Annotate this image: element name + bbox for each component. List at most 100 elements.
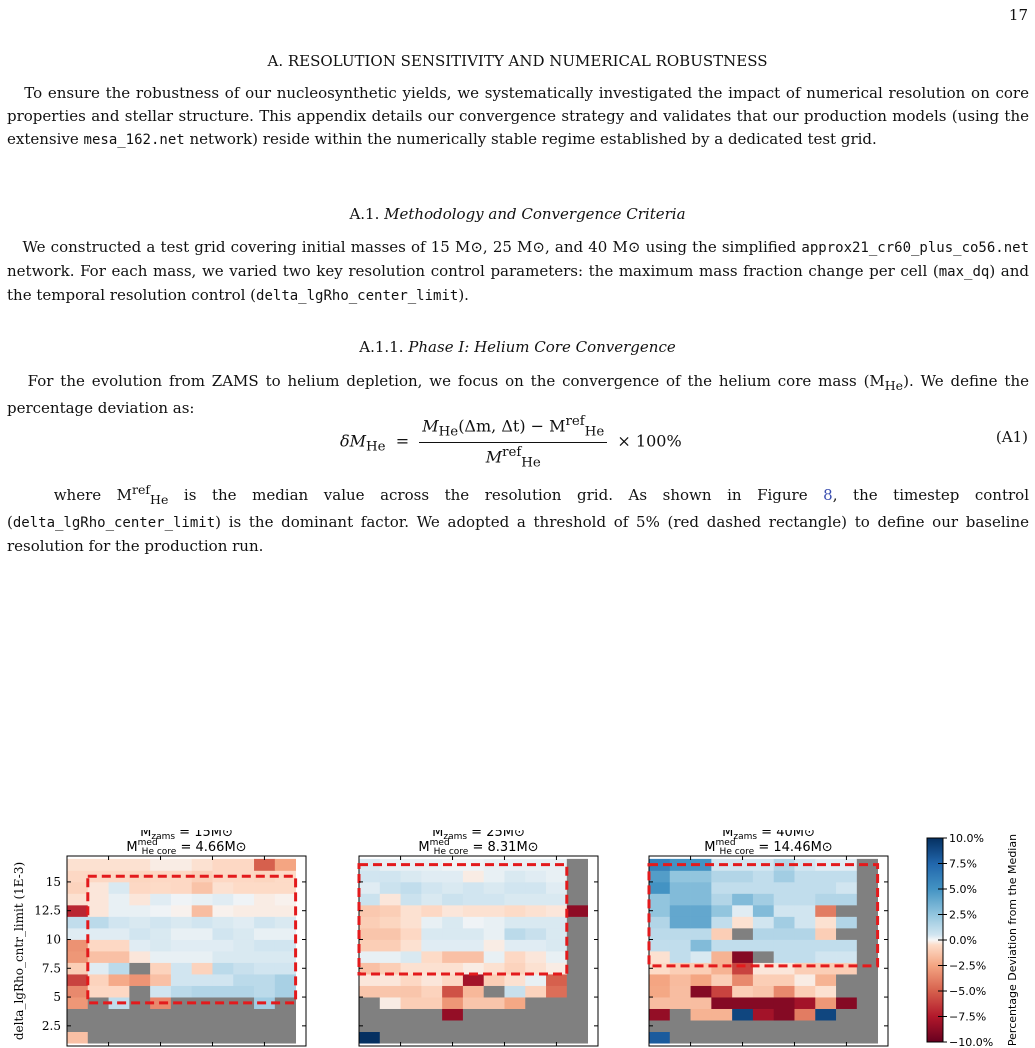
heatmap-cell <box>815 962 837 975</box>
heatmap-cell <box>274 881 297 894</box>
heatmap-cell <box>794 951 816 963</box>
y-tick-label: 15 <box>46 875 61 889</box>
heatmap-cell <box>856 974 879 986</box>
heatmap-cell <box>274 916 297 929</box>
heatmap-cell <box>794 939 816 952</box>
heatmap-cell <box>856 870 879 883</box>
appendix-title: A. RESOLUTION SENSITIVITY AND NUMERICAL … <box>267 52 768 70</box>
heatmap-cell <box>191 904 213 917</box>
heatmap-cell <box>732 939 754 952</box>
heatmap-cell <box>442 893 464 906</box>
colorbar-tick-label: 2.5% <box>949 909 977 922</box>
heatmap-cell <box>400 1008 422 1021</box>
section-a111-title: Phase I: Helium Core Convergence <box>408 338 676 356</box>
y-tick-label: 12.5 <box>34 904 61 918</box>
colorbar-label: Percentage Deviation from the Median <box>1006 834 1019 1046</box>
heatmap-cell <box>732 927 754 940</box>
heatmap-cell <box>856 1008 879 1021</box>
heatmap-cell <box>525 939 547 952</box>
a111-text-end: ). We define the percentage deviation as… <box>7 372 1029 417</box>
heatmap-cell <box>546 962 568 975</box>
heatmap-cell <box>649 904 671 917</box>
y-tick-label: 2.5 <box>42 1019 61 1033</box>
heatmap-cell <box>462 985 485 998</box>
heatmap-cell <box>379 962 401 975</box>
heatmap-cell <box>815 904 837 917</box>
y-tick-label: 10 <box>46 932 61 946</box>
heatmap-cell <box>87 1031 109 1044</box>
heatmap-cell <box>732 1008 754 1021</box>
heatmap-cell <box>212 870 234 883</box>
ae-text-2: is the median value across the resolutio… <box>168 486 824 504</box>
heatmap-cell <box>108 1020 130 1033</box>
heatmap-cell <box>856 939 879 952</box>
heatmap-cell <box>233 927 255 940</box>
heatmap-cell <box>400 997 422 1009</box>
heatmap-cell <box>669 974 691 986</box>
heatmap-cell <box>815 927 837 940</box>
a11-code-2: max_dq <box>938 264 990 280</box>
heatmap-cell <box>129 904 151 917</box>
heatmap-cell <box>379 927 401 940</box>
heatmap-cell <box>483 985 505 998</box>
heatmap-cell <box>856 1020 879 1033</box>
heatmap-cell <box>462 974 485 986</box>
figure-link[interactable]: 8 <box>823 486 833 504</box>
heatmap-cell <box>67 927 89 940</box>
a11-text-4: ). <box>458 286 469 304</box>
heatmap-cell <box>815 1008 837 1021</box>
heatmap-cell <box>274 985 297 998</box>
heatmap-cell <box>233 904 255 917</box>
heatmap-cell <box>732 881 754 894</box>
heatmap-cell <box>170 870 193 883</box>
heatmap-cell <box>254 985 276 998</box>
heatmap-cell <box>191 962 213 975</box>
heatmap-cell <box>483 893 505 906</box>
heatmap-cell <box>483 904 505 917</box>
heatmap-cell <box>669 985 691 998</box>
heatmap-cell <box>274 1008 297 1021</box>
heatmap-cell <box>752 870 775 883</box>
heatmap-cell <box>483 927 505 940</box>
heatmap-cell <box>815 881 837 894</box>
heatmap-cell <box>379 1008 401 1021</box>
heatmap-cell <box>400 904 422 917</box>
heatmap-cell <box>67 893 89 906</box>
heatmap-cell <box>87 870 109 883</box>
heatmap-cell <box>421 904 443 917</box>
heatmap-cell <box>711 962 733 975</box>
heatmap-cell <box>752 881 775 894</box>
colorbar-tick-label: −5.0% <box>949 985 986 998</box>
heatmap-cell <box>732 1031 754 1044</box>
heatmap-cell <box>379 1031 401 1044</box>
a11-code-3: delta_lgRho_center_limit <box>256 288 459 304</box>
heatmap-cell <box>212 904 234 917</box>
heatmap-cell <box>815 870 837 883</box>
heatmap-cell <box>442 962 464 975</box>
heatmap-cell <box>504 1020 526 1033</box>
heatmap-cell <box>442 904 464 917</box>
equation-label: (A1) <box>995 428 1028 446</box>
heatmap-cell <box>752 916 775 929</box>
heatmap-cell <box>129 881 151 894</box>
heatmap-cell <box>525 1008 547 1021</box>
heatmap-cell <box>546 939 568 952</box>
heatmap-cell <box>836 893 858 906</box>
heatmap-cell <box>233 858 255 871</box>
heatmap-cell <box>649 974 671 986</box>
heatmap-cell <box>67 974 89 986</box>
ae-sup: ref <box>132 482 151 497</box>
heatmap-cell <box>442 997 464 1009</box>
heatmap-cell <box>669 939 691 952</box>
intro-code: mesa_162.net <box>83 132 185 148</box>
heatmap-cell <box>773 904 795 917</box>
heatmap-cell <box>170 858 193 871</box>
eq-den-sup: ref <box>502 444 522 460</box>
heatmap-cell <box>150 1031 172 1044</box>
heatmap-cell <box>67 939 89 952</box>
heatmap-cell <box>254 974 276 986</box>
heatmap-cell <box>773 962 795 975</box>
heatmap-cell <box>379 939 401 952</box>
colorbar-tick-label: 7.5% <box>949 858 977 871</box>
heatmap-cell <box>400 870 422 883</box>
